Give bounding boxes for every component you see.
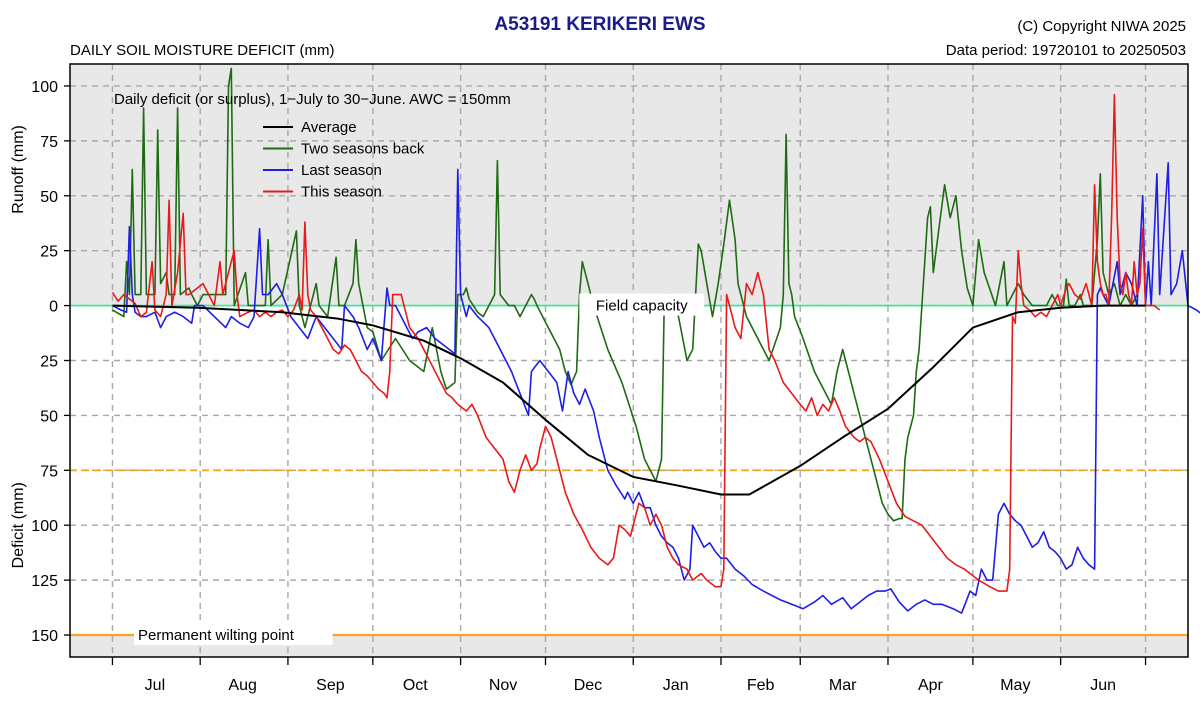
x-tick-label: Dec xyxy=(574,677,602,694)
below-wilting-shading xyxy=(70,635,1188,657)
series-line-this-season xyxy=(111,93,1161,592)
chart-description: Daily deficit (or surplus), 1−July to 30… xyxy=(114,91,511,108)
x-tick-label: Mar xyxy=(829,677,857,694)
y-tick-label: 0 xyxy=(49,299,58,316)
field-capacity-label-bg xyxy=(579,293,705,316)
x-tick-label: Jun xyxy=(1090,677,1116,694)
y-tick-label: 50 xyxy=(40,408,58,425)
series-line-last-season xyxy=(112,162,1200,614)
legend-label: Last season xyxy=(301,162,382,179)
permanent-wilting-label: Permanent wilting point xyxy=(138,627,295,644)
y-tick-label: 25 xyxy=(40,354,58,371)
x-tick-label: Aug xyxy=(228,677,256,694)
x-tick-label: Feb xyxy=(747,677,775,694)
x-tick-label: Nov xyxy=(489,677,517,694)
legend-label: Two seasons back xyxy=(301,141,425,158)
x-tick-label: Apr xyxy=(918,677,944,694)
y-tick-label: 75 xyxy=(40,134,58,151)
x-tick-label: May xyxy=(1000,677,1030,694)
y-tick-label: 125 xyxy=(31,573,58,590)
y-tick-label: 75 xyxy=(40,463,58,480)
series-line-average xyxy=(112,304,1146,496)
y-tick-label: 25 xyxy=(40,244,58,261)
deficit-axis-label: Deficit (mm) xyxy=(10,482,27,568)
x-tick-label: Sep xyxy=(316,677,345,694)
x-tick-label: Jul xyxy=(145,677,165,694)
y-tick-label: 100 xyxy=(31,79,58,96)
runoff-axis-label: Runoff (mm) xyxy=(10,125,27,214)
field-capacity-label: Field capacity xyxy=(596,298,688,315)
y-tick-label: 100 xyxy=(31,518,58,535)
legend: Average Two seasons back Last season This s… xyxy=(263,119,425,201)
chart-title: A53191 KERIKERI EWS xyxy=(494,14,706,35)
series-line-two-seasons-back xyxy=(112,67,1138,522)
legend-label: Average xyxy=(301,119,357,136)
x-tick-label: Oct xyxy=(403,677,428,694)
legend-label: This season xyxy=(301,184,382,201)
x-tick-label: Jan xyxy=(663,677,689,694)
data-period-text: Data period: 19720101 to 20250503 xyxy=(945,42,1186,59)
y-tick-label: 50 xyxy=(40,189,58,206)
permanent-wilting-label-bg xyxy=(134,623,333,646)
copyright-text: (C) Copyright NIWA 2025 xyxy=(1017,18,1186,35)
chart-subtitle: DAILY SOIL MOISTURE DEFICIT (mm) xyxy=(70,42,335,59)
runoff-shading xyxy=(70,64,1188,306)
y-tick-label: 150 xyxy=(31,628,58,645)
